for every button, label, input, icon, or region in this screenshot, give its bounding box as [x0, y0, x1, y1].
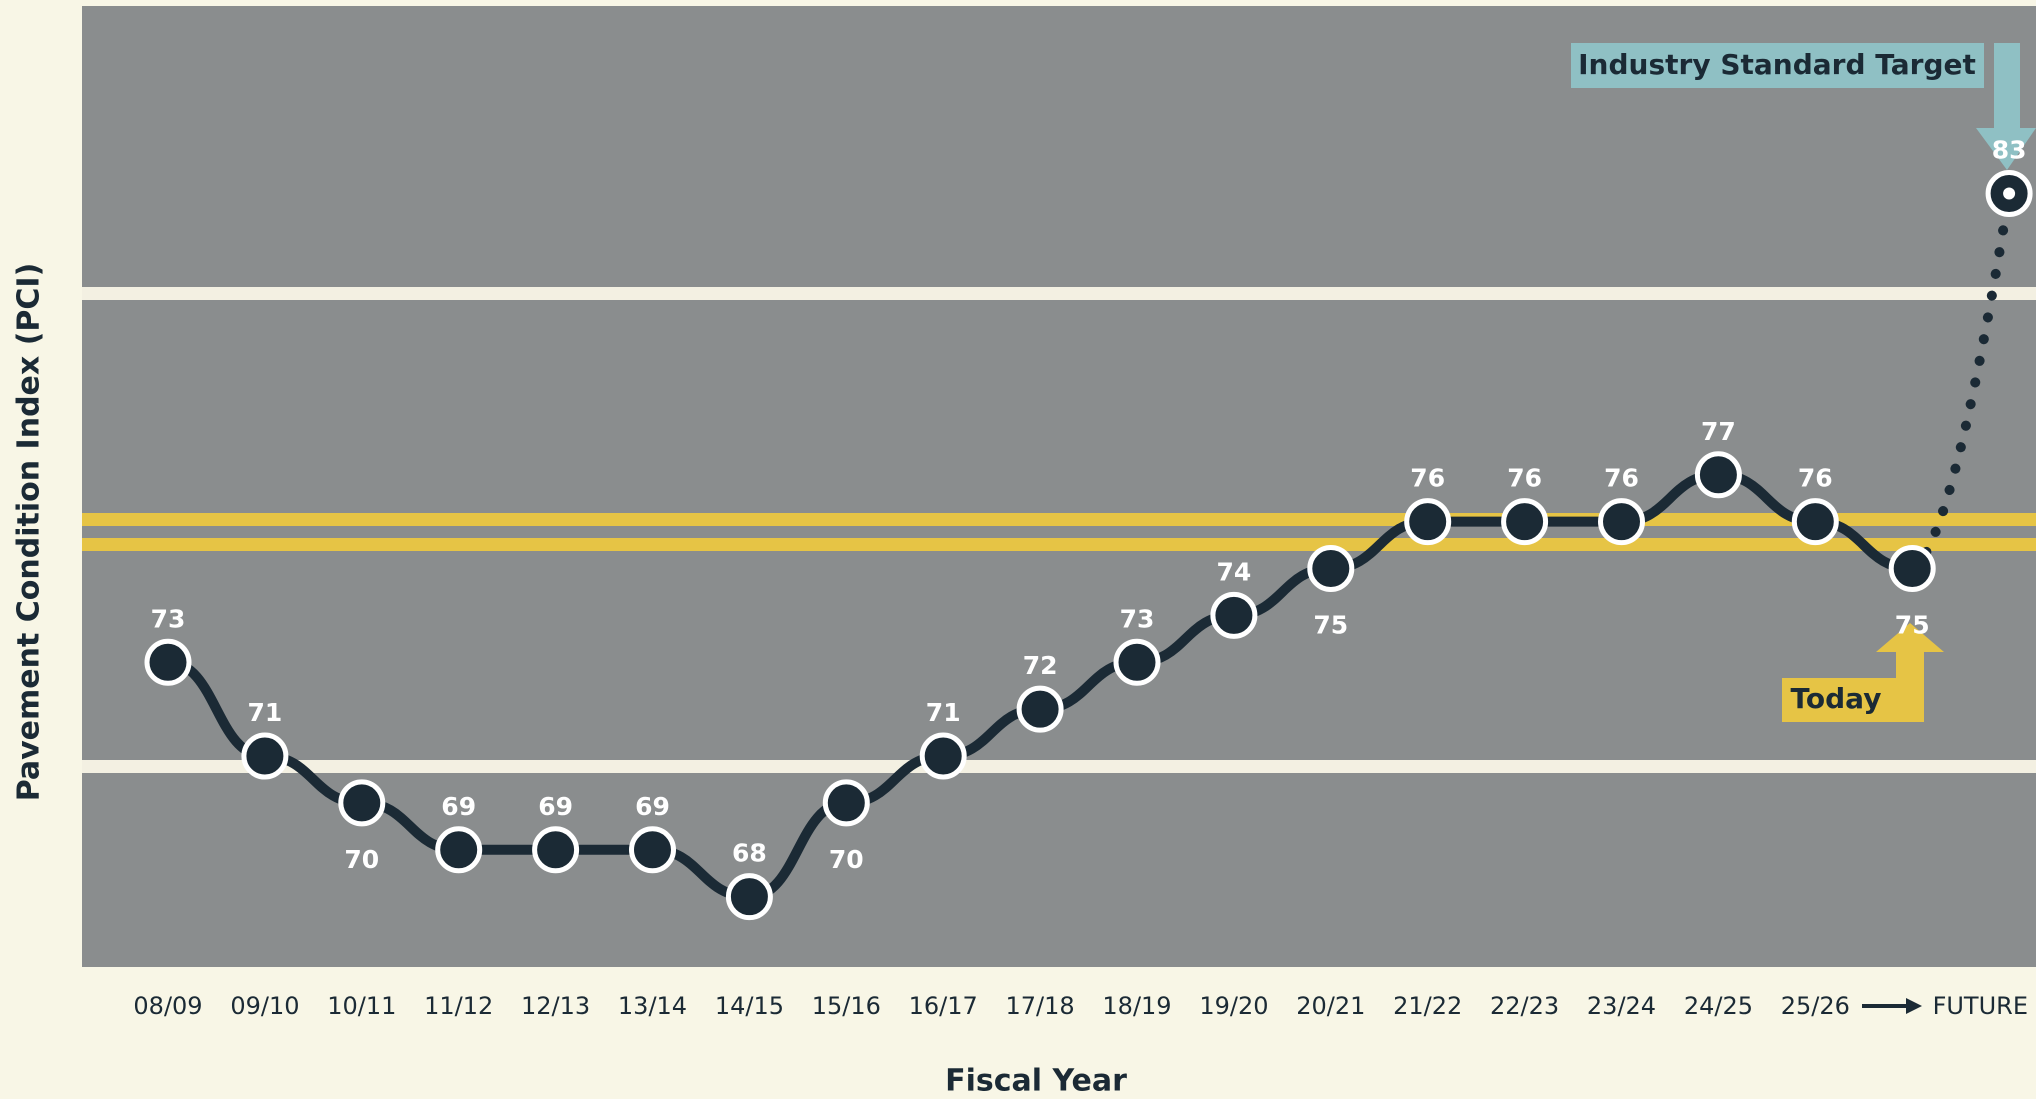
x-tick-label: 19/20 — [1199, 992, 1268, 1020]
marker — [629, 826, 676, 874]
x-tick-label: 21/22 — [1393, 992, 1462, 1020]
marker — [1113, 638, 1161, 686]
marker — [1501, 498, 1549, 546]
plot-area — [82, 6, 2036, 967]
target-arrow — [1976, 43, 2036, 170]
marker — [822, 779, 870, 827]
marker — [1404, 498, 1452, 546]
x-tick-label: 23/24 — [1587, 992, 1656, 1020]
marker — [338, 779, 386, 827]
marker — [725, 873, 773, 921]
data-label: 76 — [1604, 464, 1639, 493]
x-tick-label: 22/23 — [1490, 992, 1559, 1020]
data-label: 76 — [1410, 464, 1445, 493]
road-center-line — [82, 538, 2036, 551]
x-tick-label: 10/11 — [327, 992, 396, 1020]
marker — [919, 732, 967, 780]
y-axis-title: Pavement Condition Index (PCI) — [12, 263, 47, 802]
road-line — [82, 287, 2036, 300]
data-label: 70 — [829, 845, 864, 874]
x-tick-label: 13/14 — [618, 992, 687, 1020]
x-tick-label: 12/13 — [521, 992, 590, 1020]
marker-dot — [2003, 187, 2016, 200]
x-tick-label: 24/25 — [1684, 992, 1753, 1020]
data-label: 71 — [926, 698, 961, 727]
x-axis-title: Fiscal Year — [945, 1064, 1127, 1099]
marker — [435, 826, 483, 874]
x-tick-label: 25/26 — [1781, 992, 1850, 1020]
data-label: 83 — [1992, 136, 2027, 165]
x-tick-label: 15/16 — [812, 992, 881, 1020]
road-center-line — [82, 513, 2036, 526]
data-label: 75 — [1895, 611, 1930, 640]
arrow-head — [1906, 998, 1922, 1014]
x-tick-label: 11/12 — [424, 992, 493, 1020]
marks — [144, 170, 2033, 921]
x-tick-label: FUTURE — [1933, 992, 2028, 1020]
today-arrow — [1876, 623, 1944, 722]
data-label: 70 — [344, 845, 379, 874]
data-label: 69 — [441, 792, 476, 821]
marker — [1791, 498, 1839, 546]
future-arrow — [1862, 998, 1922, 1014]
data-label: 72 — [1023, 651, 1058, 680]
marker — [532, 826, 580, 874]
marker — [1694, 451, 1742, 499]
marker — [1210, 591, 1258, 639]
marker — [1307, 545, 1355, 593]
marker — [241, 732, 289, 780]
projected-line — [1907, 188, 2015, 574]
annotation: Industry Standard Target — [1578, 48, 1976, 81]
marker — [1888, 545, 1936, 593]
x-tick-label: 14/15 — [715, 992, 784, 1020]
x-tick-label: 16/17 — [909, 992, 978, 1020]
target-box — [1571, 43, 1984, 88]
data-label: 69 — [538, 792, 573, 821]
road-line — [82, 760, 2036, 773]
data-label: 75 — [1313, 611, 1348, 640]
x-tick-label: 08/09 — [133, 992, 202, 1020]
x-tick-label: 17/18 — [1006, 992, 1075, 1020]
data-label: 68 — [732, 839, 767, 868]
data-label: 69 — [635, 792, 670, 821]
x-tick-label: 18/19 — [1102, 992, 1171, 1020]
data-label: 73 — [1120, 604, 1155, 633]
data-label: 76 — [1507, 464, 1542, 493]
marker — [1016, 685, 1064, 733]
today-box — [1782, 678, 1896, 722]
data-label: 76 — [1798, 464, 1833, 493]
marker — [1598, 498, 1645, 546]
annotation: Today — [1791, 682, 1882, 715]
data-label: 71 — [248, 698, 283, 727]
data-label: 77 — [1701, 417, 1736, 446]
data-label: 74 — [1217, 557, 1252, 586]
x-tick-label: 09/10 — [230, 992, 299, 1020]
data-label: 73 — [151, 604, 186, 633]
x-tick-label: 20/21 — [1296, 992, 1365, 1020]
marker — [144, 638, 192, 686]
